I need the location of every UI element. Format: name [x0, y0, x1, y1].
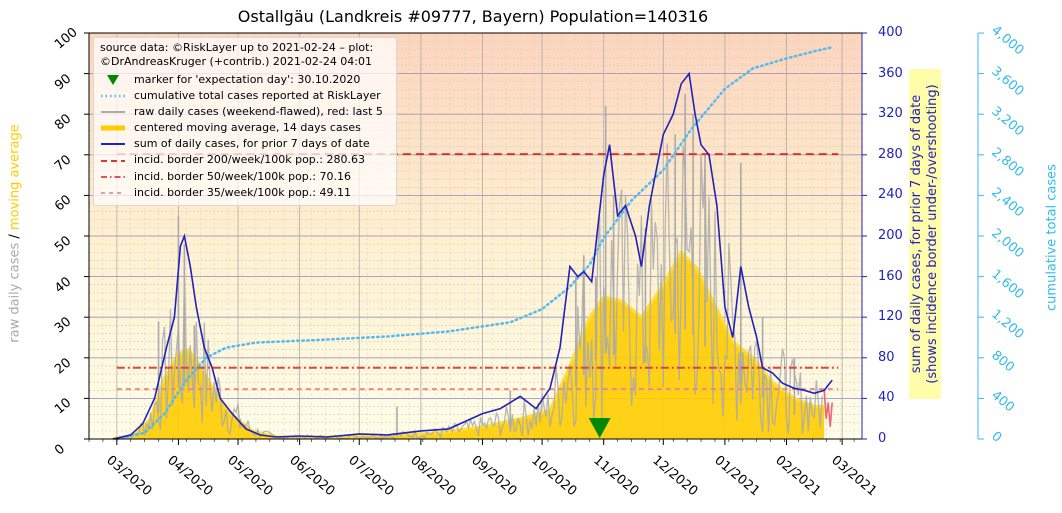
legend-item-raw: raw daily cases (weekend-flawed), red: l…: [100, 104, 390, 120]
legend-item-border-35: incid. border 35/week/100k pop.: 49.11: [100, 185, 390, 201]
right-tick-label: 120: [878, 309, 903, 325]
right-tick-label: 40: [878, 390, 895, 406]
right-tick-label: 80: [878, 349, 895, 365]
total-axis-label: cumulative total cases: [1044, 164, 1060, 311]
dashed-line-icon: [100, 155, 126, 167]
legend-item-7day-sum: sum of daily cases, for prior 7 days of …: [100, 136, 390, 152]
triangle-marker-icon: [100, 74, 126, 86]
chart-title: Ostallgäu (Landkreis #09777, Bayern) Pop…: [237, 7, 709, 26]
right-tick-label: 400: [878, 25, 903, 40]
right-tick-label: 160: [878, 268, 903, 284]
expectation-day-marker: [588, 418, 611, 438]
legend-item-cumulative: cumulative total cases reported at RiskL…: [100, 88, 390, 104]
chart-legend: source data: ©RiskLayer up to 2021-02-24…: [93, 37, 397, 207]
right-tick-label: 200: [878, 228, 903, 243]
legend-item-border-50: incid. border 50/week/100k pop.: 70.16: [100, 169, 390, 185]
legend-source: source data: ©RiskLayer up to 2021-02-24…: [100, 41, 374, 69]
moving-average-area: [112, 252, 825, 439]
legend-item-marker: marker for 'expectation day': 30.10.2020: [100, 72, 390, 88]
gray-line-icon: [100, 106, 126, 118]
right-tick-label: 0: [878, 431, 887, 446]
dashdot-line-icon: [100, 171, 126, 183]
thick-line-icon: [100, 122, 126, 134]
legend-item-border-200: incid. border 200/week/100k pop.: 280.63: [100, 153, 390, 169]
raw-last5-red-line: [823, 390, 833, 427]
dotted-line-icon: [100, 90, 126, 102]
blue-line-icon: [100, 138, 126, 150]
cumulative-total-line: [115, 45, 834, 441]
right-tick-label: 320: [878, 106, 903, 122]
left-axis-label: raw daily cases / moving average: [7, 124, 23, 343]
seven-day-sum-line: [112, 71, 833, 440]
right-axis-label: sum of daily cases, for prior 7 days of …: [908, 69, 942, 400]
legend-item-moving-average: centered moving average, 14 days cases: [100, 120, 390, 136]
right-tick-label: 360: [878, 65, 903, 81]
light-dashed-line-icon: [100, 187, 126, 199]
right-tick-label: 240: [878, 187, 903, 203]
right-tick-label: 280: [878, 146, 903, 162]
